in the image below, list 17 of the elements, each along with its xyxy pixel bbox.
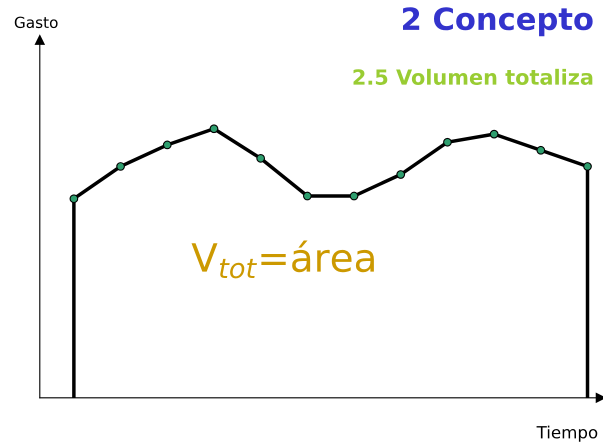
x-axis-title: Tiempo xyxy=(536,426,598,442)
chart-title: 2 Concepto xyxy=(402,7,593,36)
point xyxy=(162,140,172,150)
point xyxy=(536,146,546,155)
annotation: V$_{tot}$=área xyxy=(192,240,374,278)
point xyxy=(350,192,358,200)
point xyxy=(70,194,78,204)
point xyxy=(583,162,592,171)
point xyxy=(443,138,452,147)
point xyxy=(396,170,406,179)
chart-subtitle: 2.5 Volumen totaliza xyxy=(354,68,592,85)
point xyxy=(210,124,218,134)
point xyxy=(490,130,498,138)
text: Gasto xyxy=(14,16,58,28)
point xyxy=(116,162,125,171)
point xyxy=(256,154,266,163)
point xyxy=(302,192,312,200)
